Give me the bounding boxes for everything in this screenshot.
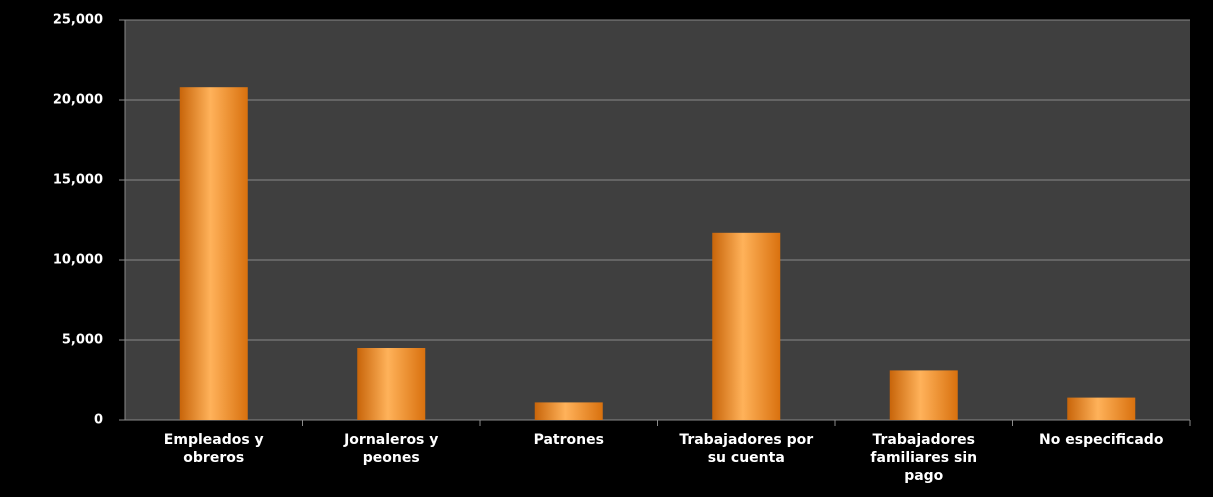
x-tick-label: Patrones	[533, 432, 604, 448]
bar	[1067, 397, 1136, 420]
y-tick-label: 10,000	[53, 253, 103, 268]
x-tick-label: No especificado	[1039, 432, 1164, 448]
x-tick-label: Jornaleros y peones	[344, 432, 439, 466]
y-tick-label: 15,000	[53, 173, 103, 188]
bar	[179, 87, 248, 420]
y-tick-label: 5,000	[62, 333, 103, 348]
bar	[534, 402, 603, 420]
y-tick-label: 20,000	[53, 93, 103, 108]
x-tick-label: Empleados y obreros	[163, 432, 264, 466]
y-tick-label: 0	[94, 413, 103, 428]
bar	[357, 348, 426, 420]
bar	[712, 232, 781, 420]
y-tick-label: 25,000	[53, 13, 103, 28]
x-tick-label: Trabajadores familiares sin pago	[870, 432, 978, 484]
plot-area	[125, 20, 1190, 420]
bar	[889, 370, 958, 420]
x-tick-label: Trabajadores por su cuenta	[679, 432, 814, 466]
